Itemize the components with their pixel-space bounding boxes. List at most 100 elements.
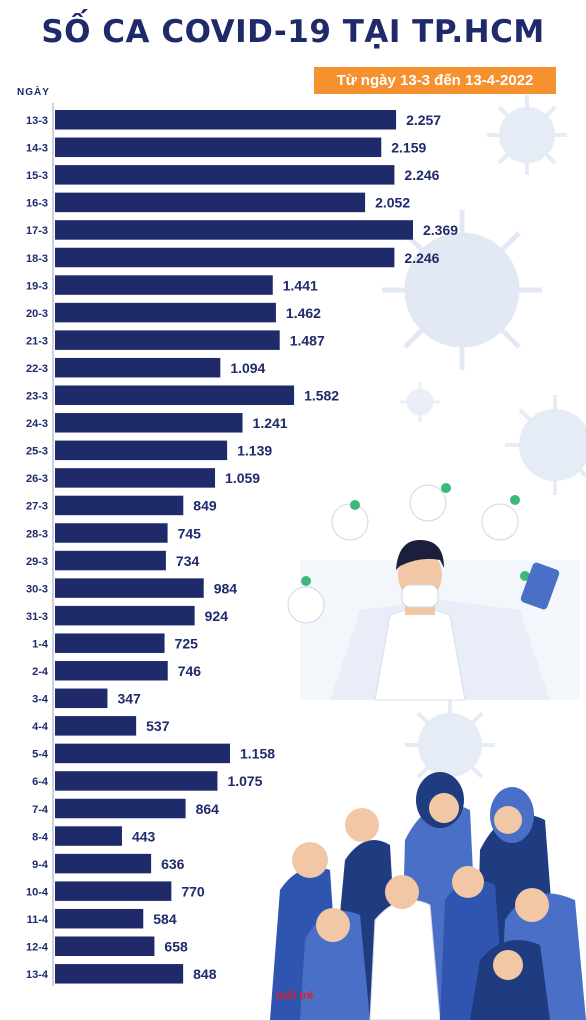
- bar: [55, 633, 165, 653]
- value-label: 1.139: [237, 443, 272, 459]
- category-label: 10-4: [26, 886, 49, 898]
- value-label: 2.246: [404, 167, 439, 183]
- bar: [55, 220, 413, 240]
- watermark-logo: tuổi trẻ: [276, 990, 314, 1002]
- bar: [55, 605, 195, 626]
- category-label: 22-3: [26, 363, 48, 375]
- virus-icon: [487, 95, 567, 175]
- bar: [55, 964, 184, 984]
- bar: [55, 881, 172, 901]
- value-label: 1.075: [227, 773, 262, 789]
- value-label: 725: [175, 635, 199, 651]
- bar: [55, 550, 166, 571]
- category-label: 18-3: [26, 253, 48, 265]
- value-label: 734: [176, 553, 200, 569]
- value-label: 2.052: [375, 195, 410, 211]
- category-label: 2-4: [32, 666, 49, 678]
- value-label: 658: [164, 939, 188, 955]
- bar: [55, 192, 366, 213]
- bar: [55, 440, 228, 461]
- bar: [55, 853, 152, 874]
- category-label: 25-3: [26, 446, 48, 458]
- category-label: 1-4: [32, 638, 49, 650]
- bar: [55, 468, 216, 488]
- category-label: 24-3: [26, 418, 48, 430]
- bar: [55, 771, 218, 791]
- value-label: 864: [196, 801, 220, 817]
- date-range-badge: Từ ngày 13-3 đến 13-4-2022: [314, 67, 556, 94]
- category-label: 17-3: [26, 225, 48, 237]
- y-axis-title: NGÀY: [17, 87, 50, 98]
- value-label: 537: [146, 718, 170, 734]
- value-label: 636: [161, 856, 185, 872]
- bar: [55, 137, 382, 158]
- value-label: 984: [214, 580, 238, 596]
- bar: [55, 495, 184, 516]
- value-label: 1.158: [240, 746, 275, 762]
- category-label: 5-4: [32, 749, 49, 761]
- bar: [55, 798, 186, 819]
- value-label: 2.369: [423, 222, 458, 238]
- category-label: 19-3: [26, 280, 48, 292]
- category-label: 6-4: [32, 776, 49, 788]
- bar: [55, 385, 295, 405]
- category-label: 13-4: [26, 969, 49, 981]
- bar: [55, 743, 230, 764]
- category-label: 31-3: [26, 611, 48, 623]
- bar: [55, 523, 168, 543]
- value-label: 1.059: [225, 470, 260, 486]
- value-label: 1.462: [286, 305, 321, 321]
- virus-icon: [400, 382, 440, 422]
- category-label: 15-3: [26, 170, 48, 182]
- doctor-illustration: [287, 483, 580, 701]
- bar: [55, 661, 168, 681]
- virus-icon: [505, 395, 586, 495]
- page-title: SỐ CA COVID-19 TẠI TP.HCM: [41, 14, 545, 50]
- crowd-illustration: [270, 772, 586, 1020]
- value-label: 1.441: [283, 277, 318, 293]
- bar: [55, 247, 395, 268]
- value-label: 584: [153, 911, 177, 927]
- category-label: 14-3: [26, 143, 48, 155]
- category-label: 21-3: [26, 335, 48, 347]
- bar: [55, 302, 276, 323]
- value-label: 2.257: [406, 112, 441, 128]
- value-label: 1.241: [253, 415, 288, 431]
- value-label: 746: [178, 663, 202, 679]
- value-label: 1.094: [230, 360, 265, 376]
- bar: [55, 275, 273, 295]
- virus-icon: [405, 700, 495, 790]
- value-label: 848: [193, 966, 217, 982]
- value-label: 1.582: [304, 388, 339, 404]
- value-label: 1.487: [290, 332, 325, 348]
- value-label: 347: [117, 691, 141, 707]
- bar: [55, 578, 204, 598]
- bar: [55, 936, 155, 956]
- bar: [55, 413, 243, 433]
- category-label: 9-4: [32, 859, 49, 871]
- bar: [55, 357, 221, 378]
- category-label: 8-4: [32, 831, 49, 843]
- category-label: 11-4: [27, 914, 49, 926]
- bar: [55, 716, 137, 736]
- value-label: 924: [205, 608, 229, 624]
- category-label: 12-4: [26, 942, 49, 954]
- category-label: 13-3: [26, 115, 48, 127]
- bar: [55, 826, 122, 846]
- category-label: 27-3: [26, 501, 48, 513]
- virus-icon: [382, 210, 542, 370]
- category-label: 20-3: [26, 308, 48, 320]
- bar: [55, 908, 144, 929]
- category-label: 7-4: [32, 804, 49, 816]
- value-label: 443: [132, 828, 156, 844]
- category-label: 4-4: [32, 721, 49, 733]
- category-label: 30-3: [26, 583, 48, 595]
- category-label: 3-4: [32, 694, 49, 706]
- category-label: 29-3: [26, 556, 48, 568]
- category-label: 26-3: [26, 473, 48, 485]
- category-label: 23-3: [26, 391, 48, 403]
- value-label: 849: [193, 498, 217, 514]
- bar: [55, 165, 395, 185]
